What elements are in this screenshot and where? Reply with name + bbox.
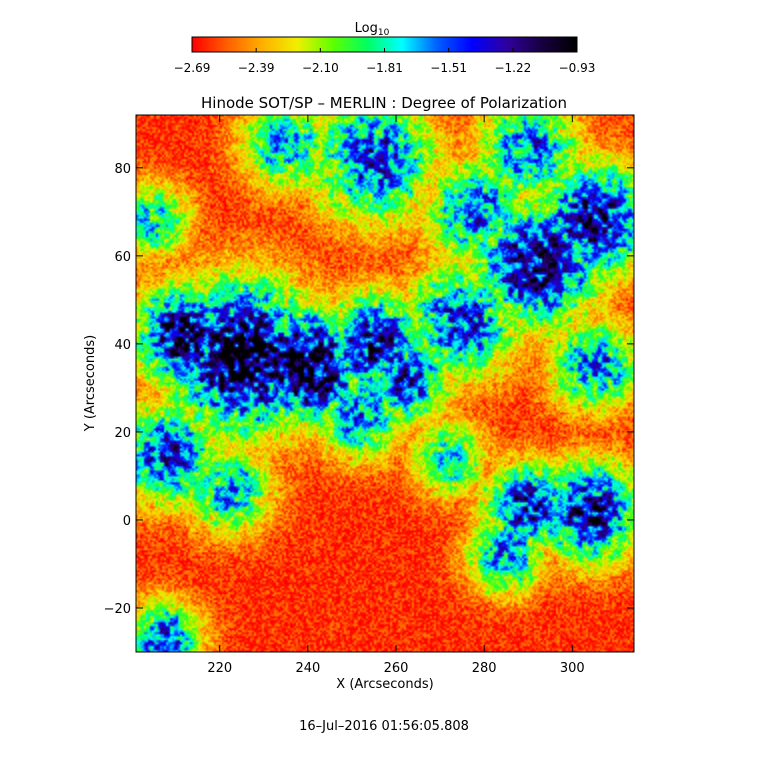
timestamp: 16–Jul–2016 01:56:05.808 — [299, 719, 469, 734]
y-tick-label: 40 — [114, 338, 131, 353]
colorbar-tick-label: −2.39 — [238, 61, 275, 75]
colorbar-tick-label: −0.93 — [559, 61, 596, 75]
y-tick-label: 80 — [114, 162, 131, 177]
y-tick-label: 20 — [114, 426, 131, 441]
x-axis-label: X (Arcseconds) — [336, 677, 433, 692]
colorbar-label: Log10 — [355, 21, 390, 38]
colorbar-tick-label: −2.69 — [174, 61, 211, 75]
colorbar-tick-label: −2.10 — [302, 61, 339, 75]
colorbar-label-main: Log — [355, 21, 378, 36]
x-tick-label: 260 — [384, 661, 409, 676]
colorbar: Log10 −2.69 −2.39 −2.10 −1.81 −1.51 −1.22 −0.9… — [174, 21, 596, 75]
x-tick-label: 300 — [560, 661, 585, 676]
x-tick-label: 280 — [472, 661, 497, 676]
y-tick-label: 60 — [114, 250, 131, 265]
chart-title: Hinode SOT/SP – MERLIN : Degree of Polar… — [201, 94, 567, 112]
y-axis-label: Y (Arcseconds) — [83, 335, 98, 432]
x-tick-label: 240 — [295, 661, 320, 676]
y-tick-label: −20 — [104, 602, 131, 617]
colorbar-tick-label: −1.22 — [494, 61, 531, 75]
colorbar-gradient — [192, 37, 577, 52]
colorbar-tick-label: −1.81 — [366, 61, 403, 75]
y-tick-label: 0 — [123, 514, 131, 529]
heatmap-image — [136, 115, 634, 652]
colorbar-tick-label: −1.51 — [430, 61, 467, 75]
colorbar-label-sub: 10 — [378, 28, 390, 38]
plot-frame — [135, 114, 635, 653]
x-tick-label: 220 — [207, 661, 232, 676]
